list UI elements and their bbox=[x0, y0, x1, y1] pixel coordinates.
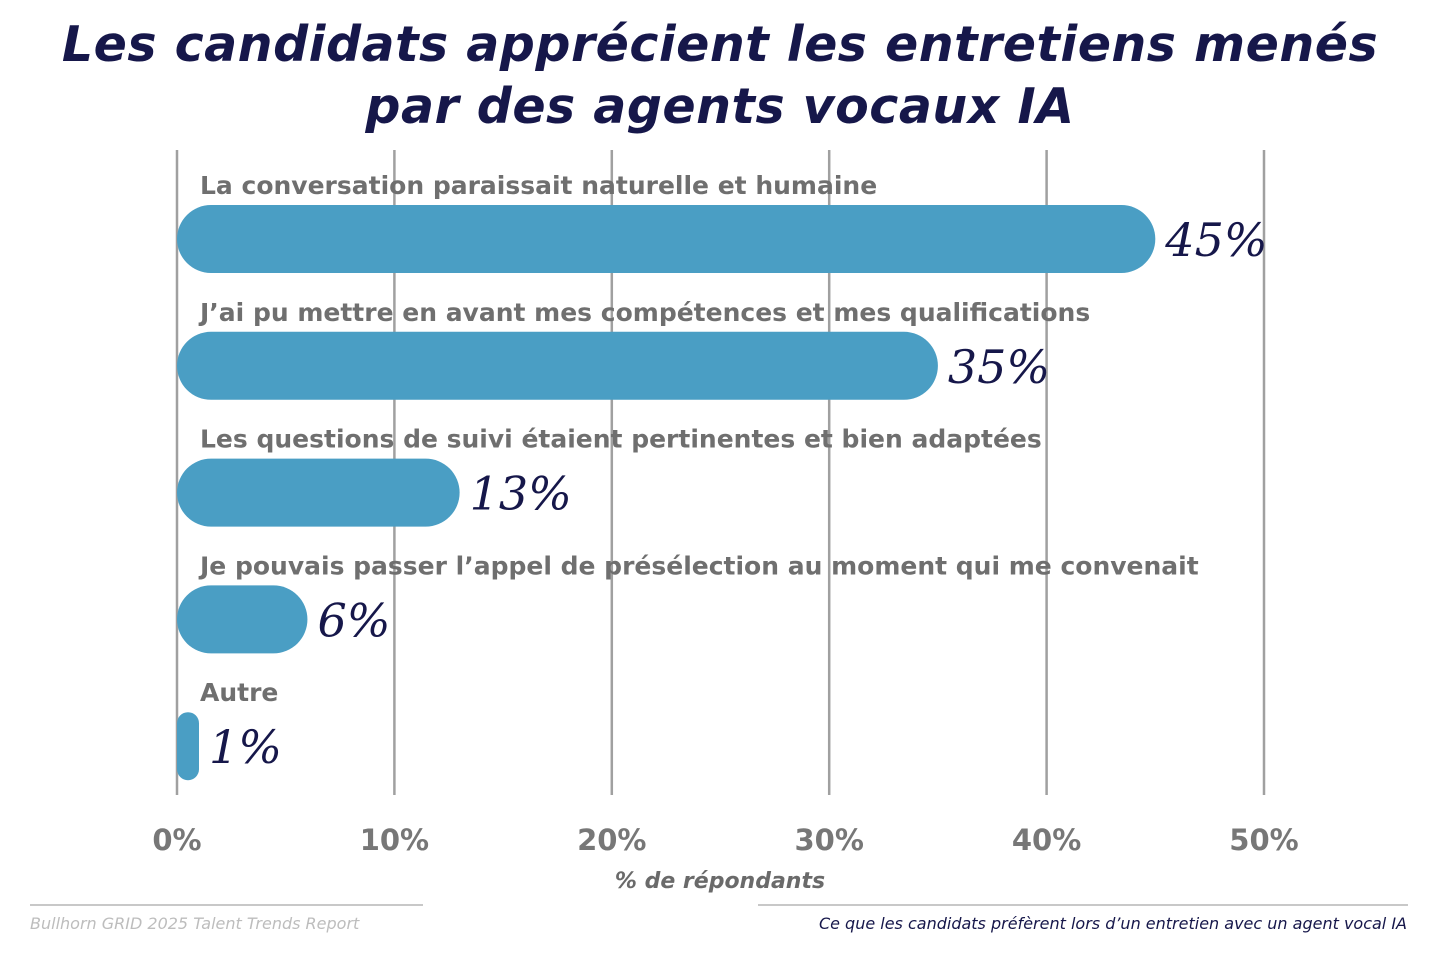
x-tick-label: 10% bbox=[360, 823, 429, 857]
data-label: 1% bbox=[209, 720, 282, 774]
chart-title: Les candidats apprécient les entretiens … bbox=[0, 14, 1440, 138]
footer-rule-left bbox=[30, 904, 423, 906]
footer-source: Bullhorn GRID 2025 Talent Trends Report bbox=[30, 914, 360, 933]
title-line-1: Les candidats apprécient les entretiens … bbox=[61, 16, 1379, 73]
category-label: J’ai pu mettre en avant mes compétences … bbox=[198, 298, 1090, 327]
category-label: Les questions de suivi étaient pertinent… bbox=[200, 425, 1042, 454]
x-tick-label: 50% bbox=[1229, 823, 1298, 857]
bar bbox=[177, 585, 308, 654]
bar bbox=[177, 205, 1156, 273]
x-tick-label: 20% bbox=[577, 823, 646, 857]
title-line-2: par des agents vocaux IA bbox=[365, 78, 1075, 135]
bar bbox=[177, 331, 938, 400]
category-label: La conversation paraissait naturelle et … bbox=[200, 171, 877, 200]
x-tick-label: 0% bbox=[152, 823, 201, 857]
bar bbox=[177, 458, 460, 527]
category-label: Je pouvais passer l’appel de présélectio… bbox=[198, 551, 1199, 580]
x-tick-label: 40% bbox=[1012, 823, 1081, 857]
data-label: 6% bbox=[317, 593, 390, 647]
x-tick-label: 30% bbox=[794, 823, 863, 857]
data-label: 13% bbox=[470, 467, 572, 521]
bar bbox=[177, 712, 199, 781]
x-axis-label: % de répondants bbox=[615, 869, 825, 894]
category-label: Autre bbox=[200, 678, 278, 707]
data-label: 35% bbox=[948, 340, 1050, 394]
data-label: 45% bbox=[1164, 213, 1267, 267]
footer-rule-right bbox=[758, 904, 1408, 906]
footer-caption: Ce que les candidats préfèrent lors d’un… bbox=[818, 914, 1407, 933]
